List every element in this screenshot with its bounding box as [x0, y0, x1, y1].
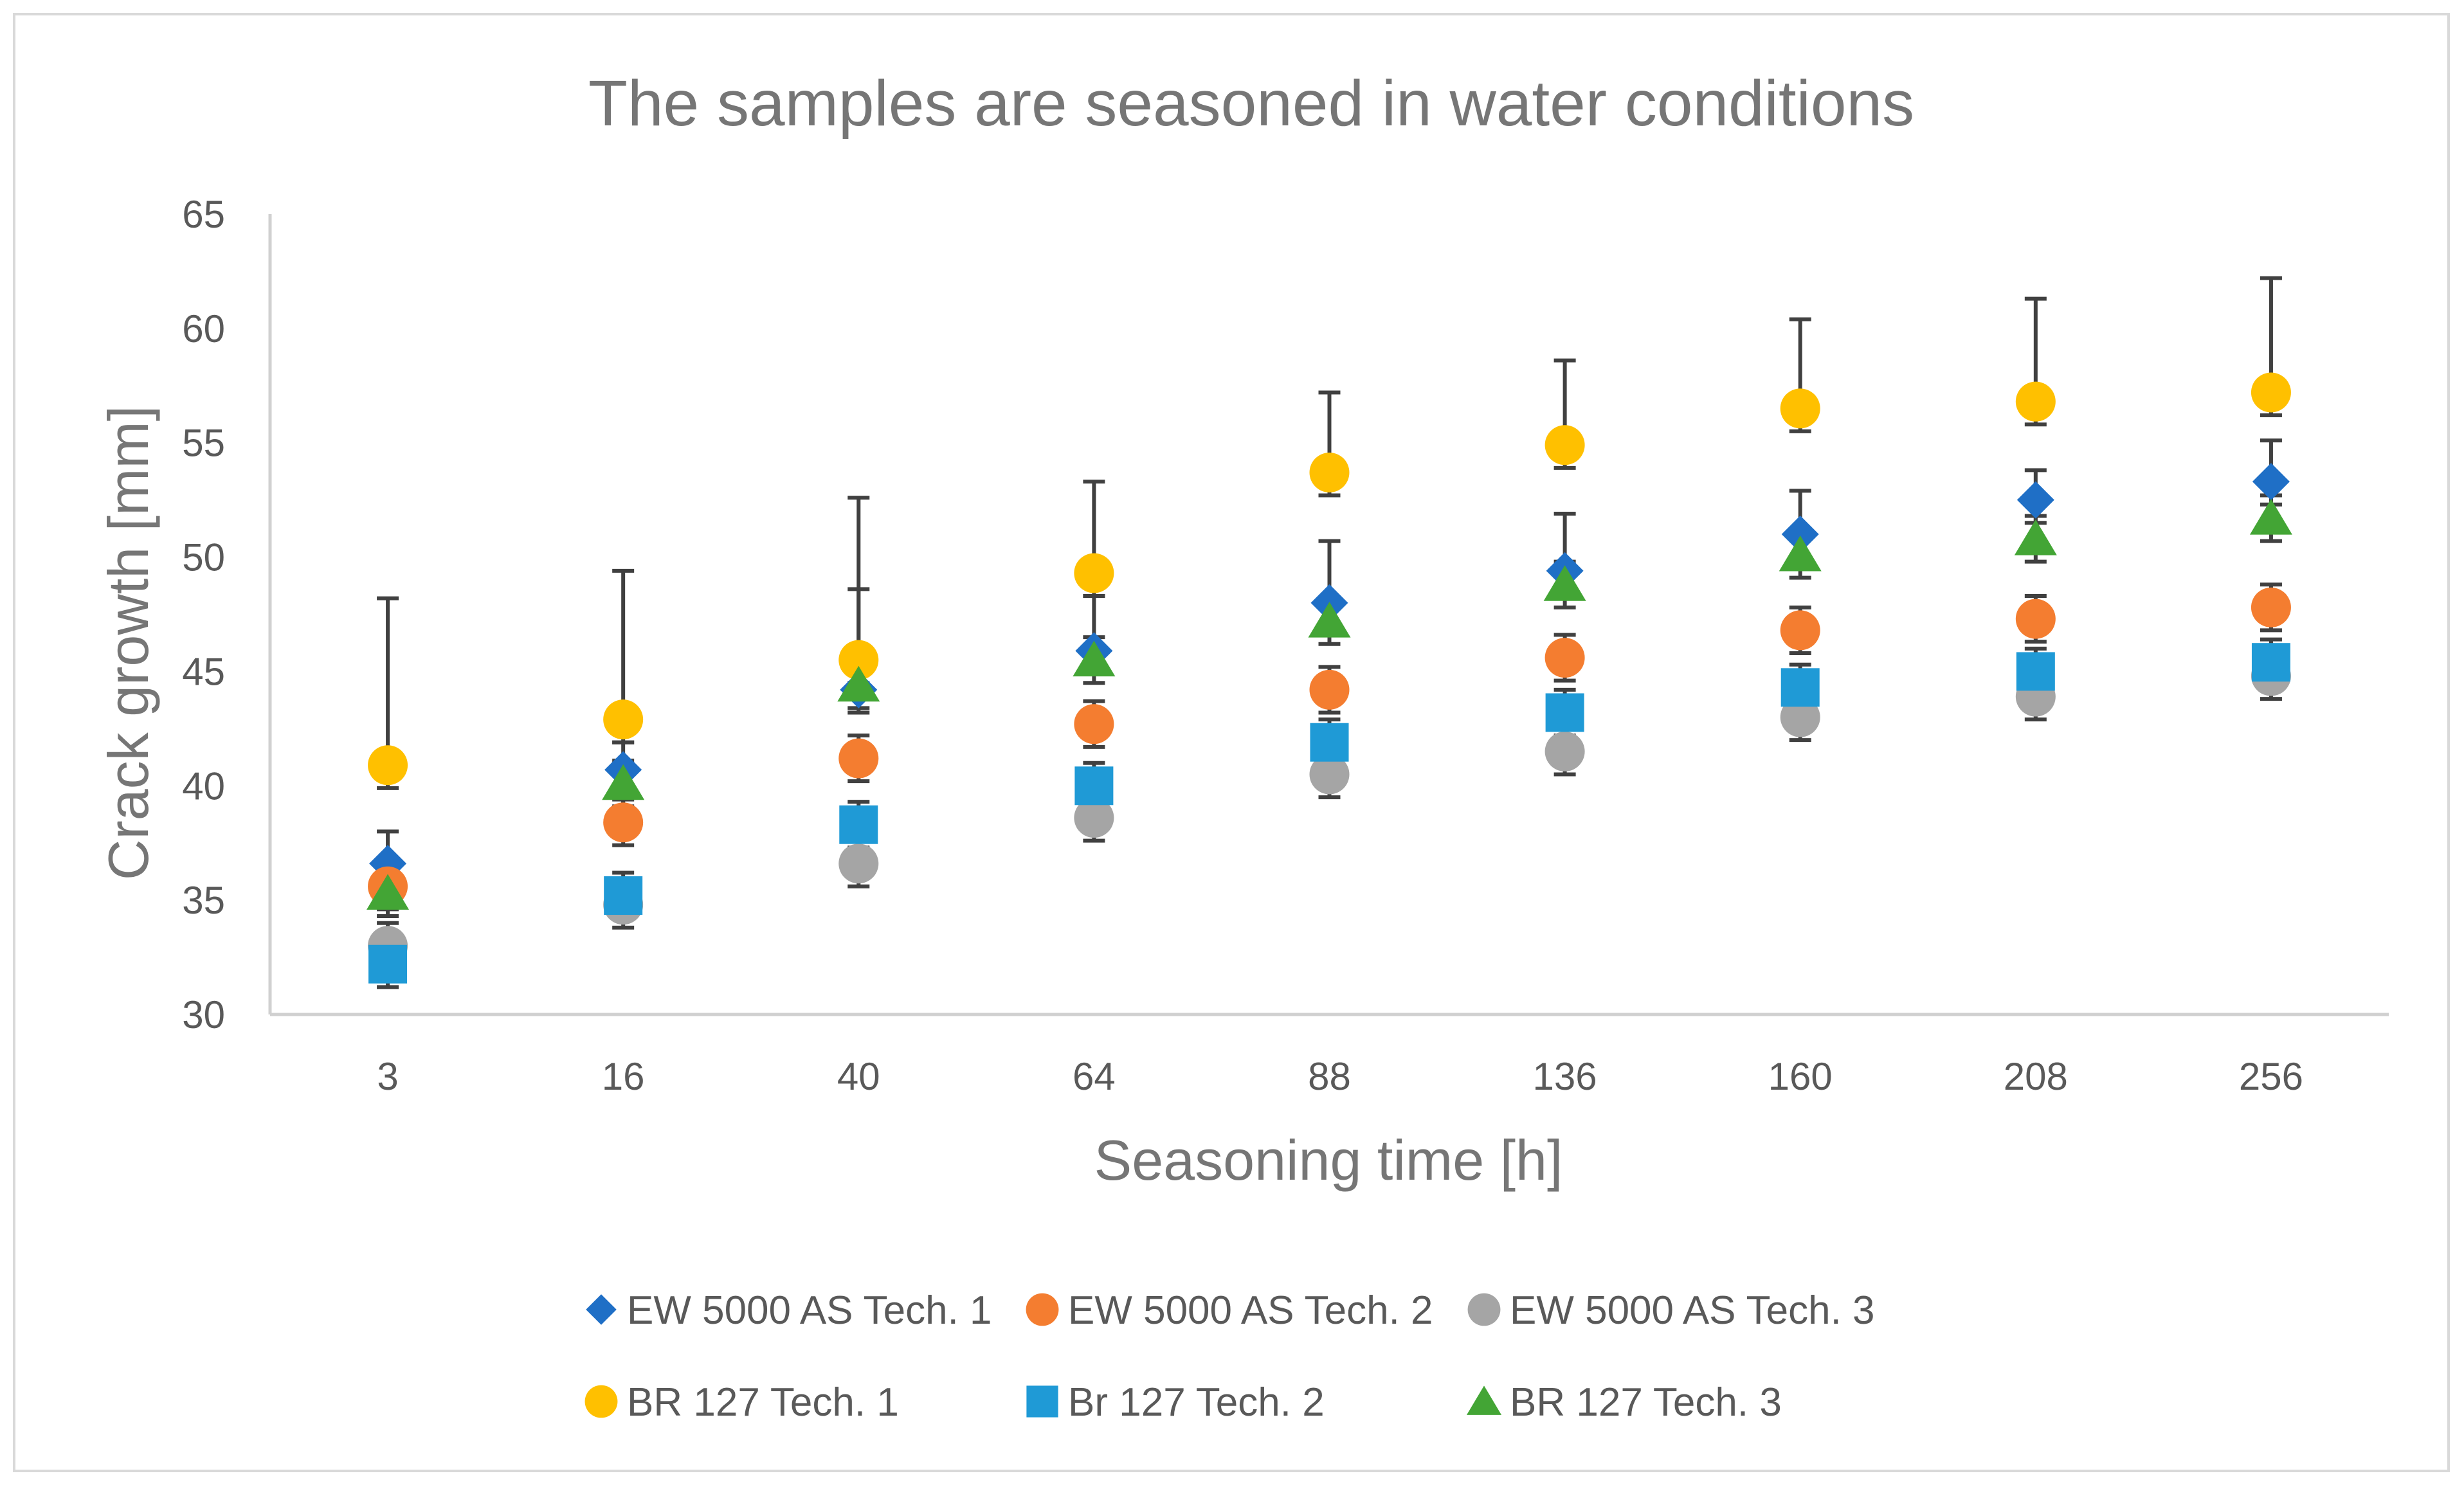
data-point: [1545, 425, 1585, 465]
data-point: [1074, 704, 1114, 744]
data-point: [2251, 643, 2290, 682]
y-tick-label: 35: [182, 879, 225, 922]
x-tick-label: 16: [602, 1055, 645, 1098]
data-point: [604, 876, 643, 915]
data-point: [1543, 565, 1586, 601]
legend-marker: [586, 1294, 617, 1325]
legend-label: Br 127 Tech. 2: [1068, 1380, 1325, 1425]
y-tick-label: 65: [182, 193, 225, 236]
y-tick-label: 55: [182, 422, 225, 465]
legend-label: EW 5000 AS Tech. 3: [1510, 1288, 1875, 1333]
data-point: [1309, 754, 1350, 795]
data-point: [1545, 638, 1585, 678]
legend-label: BR 127 Tech. 1: [627, 1380, 899, 1425]
chart-frame: [13, 13, 2450, 1472]
x-tick-label: 40: [837, 1055, 880, 1098]
data-point: [1780, 388, 1820, 429]
y-tick-label: 50: [182, 536, 225, 579]
legend-label: EW 5000 AS Tech. 2: [1068, 1288, 1433, 1333]
data-point: [1308, 602, 1351, 638]
data-point: [837, 665, 880, 702]
y-tick-label: 40: [182, 764, 225, 807]
data-point: [838, 738, 879, 779]
x-axis-title: Seasoning time [h]: [1094, 1128, 1563, 1192]
data-point: [1074, 553, 1114, 593]
data-point: [2015, 381, 2056, 422]
data-point: [2251, 372, 2291, 413]
legend: EW 5000 AS Tech. 1 EW 5000 AS Tech. 2 EW 5…: [584, 1288, 1875, 1425]
data-point: [1545, 731, 1585, 771]
data-point: [1309, 452, 1350, 492]
legend-marker: [1467, 1293, 1501, 1326]
legend-marker: [1466, 1385, 1502, 1415]
data-point: [1074, 766, 1114, 806]
y-tick-label: 60: [182, 307, 225, 350]
data-point: [1309, 669, 1350, 710]
legend-marker: [584, 1385, 618, 1418]
data-point: [1779, 536, 1822, 572]
data-point: [838, 843, 879, 884]
legend-label: BR 127 Tech. 3: [1510, 1380, 1782, 1425]
data-point: [2252, 463, 2290, 501]
data-point: [1073, 640, 1116, 677]
x-tick-label: 3: [377, 1055, 398, 1098]
data-point: [2249, 499, 2292, 535]
data-markers: [367, 372, 2292, 984]
data-point: [1780, 610, 1820, 651]
data-point: [839, 805, 878, 844]
data-point: [602, 764, 645, 800]
x-tick-label: 136: [1533, 1055, 1597, 1098]
data-point: [838, 640, 879, 680]
data-point: [2251, 587, 2291, 627]
data-point: [603, 802, 644, 843]
x-tick-label: 88: [1308, 1055, 1351, 1098]
y-tick-label: 30: [182, 993, 225, 1036]
x-tick-label: 160: [1768, 1055, 1833, 1098]
axes: 30 35 40 45 50 55 60 65 3 16 40 64 88 136 160 208 256: [182, 193, 2389, 1098]
data-point: [603, 699, 644, 740]
legend-marker: [1026, 1385, 1058, 1418]
data-point: [1781, 516, 1819, 553]
data-point: [1074, 798, 1114, 838]
data-point: [1310, 723, 1349, 762]
data-point: [2015, 599, 2056, 639]
legend-label: EW 5000 AS Tech. 1: [627, 1288, 992, 1333]
data-point: [1780, 668, 1820, 707]
x-tick-label: 256: [2239, 1055, 2303, 1098]
data-point: [368, 745, 408, 786]
legend-marker: [1026, 1293, 1059, 1326]
data-point: [368, 944, 408, 984]
data-point: [2016, 652, 2055, 691]
data-point: [1545, 693, 1584, 732]
data-point: [367, 874, 410, 910]
data-point: [2016, 481, 2054, 519]
data-point: [1780, 697, 1820, 737]
y-tick-label: 45: [182, 650, 225, 693]
y-axis-title: Crack growth [mm]: [96, 406, 160, 880]
x-tick-label: 64: [1073, 1055, 1116, 1098]
x-tick-label: 208: [2004, 1055, 2068, 1098]
chart-title: The samples are seasoned in water condit…: [588, 68, 1914, 140]
data-point: [2014, 519, 2057, 555]
